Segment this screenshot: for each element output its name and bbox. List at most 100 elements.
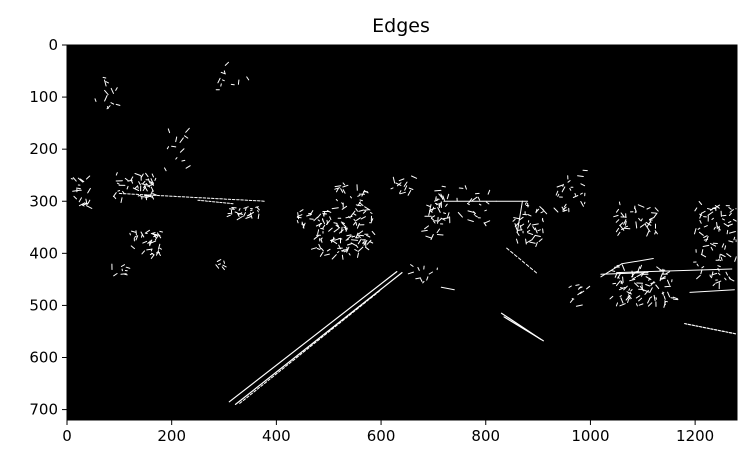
edge-segment bbox=[345, 215, 353, 219]
edge-segment bbox=[553, 207, 559, 213]
edge-segment bbox=[94, 98, 97, 102]
edge-segment bbox=[260, 384, 264, 387]
edge-segment bbox=[527, 229, 531, 233]
edge-segment bbox=[134, 235, 137, 238]
edge-segment bbox=[525, 263, 530, 267]
edge-segment bbox=[725, 331, 729, 333]
edge-segment bbox=[408, 187, 414, 190]
edge-segment bbox=[220, 71, 226, 75]
edge-segment bbox=[430, 234, 434, 240]
edge-segment bbox=[366, 234, 371, 238]
edge-segment bbox=[370, 212, 373, 214]
edge-segment bbox=[724, 245, 727, 250]
edge-segment bbox=[329, 216, 332, 221]
edge-segment bbox=[159, 247, 162, 250]
edge-segment bbox=[306, 347, 310, 350]
edge-segment bbox=[362, 241, 365, 244]
edge-segment bbox=[506, 247, 510, 251]
edge-segment bbox=[242, 398, 246, 401]
edge-segment bbox=[619, 222, 624, 227]
edge-segment bbox=[334, 187, 341, 190]
edge-segment bbox=[622, 276, 624, 283]
edge-segment bbox=[649, 219, 652, 223]
edge-segment bbox=[700, 269, 703, 275]
edge-segment bbox=[164, 167, 167, 172]
edge-segment bbox=[616, 208, 619, 213]
edge-segment bbox=[110, 87, 114, 94]
edge-segment bbox=[634, 207, 637, 213]
edge-segment bbox=[729, 209, 734, 213]
edge-segment bbox=[665, 271, 671, 275]
edge-segment bbox=[702, 244, 710, 247]
edge-segment bbox=[580, 201, 584, 207]
edge-segment bbox=[243, 212, 246, 217]
edge-segment bbox=[296, 220, 299, 224]
edge-segment bbox=[712, 283, 716, 287]
edge-segment bbox=[616, 264, 619, 267]
edge-segment bbox=[130, 179, 134, 184]
edge-segment bbox=[441, 185, 446, 188]
edge-segment bbox=[712, 207, 717, 210]
edge-segment bbox=[140, 173, 144, 178]
edge-segment bbox=[435, 196, 437, 200]
edge-segment bbox=[694, 207, 698, 212]
edge-segment bbox=[85, 198, 88, 205]
edge-segment bbox=[719, 253, 721, 259]
edge-segment bbox=[159, 230, 163, 233]
edge-segment bbox=[324, 253, 330, 256]
edge-segment bbox=[271, 375, 275, 379]
edge-segment bbox=[320, 335, 324, 339]
edge-segment bbox=[154, 233, 161, 236]
edge-segment bbox=[531, 234, 536, 241]
edge-segment bbox=[364, 206, 371, 211]
edge-segment bbox=[538, 238, 543, 242]
edge-segment bbox=[72, 177, 77, 182]
x-tick-label: 1200 bbox=[676, 427, 714, 445]
edge-segment bbox=[349, 196, 352, 199]
edge-segment bbox=[541, 218, 544, 223]
edge-segment bbox=[527, 223, 531, 229]
edge-segment bbox=[464, 185, 467, 190]
edge-segment bbox=[322, 214, 325, 217]
edge-segment bbox=[514, 254, 518, 258]
edge-segment bbox=[151, 195, 154, 200]
edge-segment bbox=[575, 304, 583, 307]
edge-segment bbox=[357, 246, 364, 252]
edge-segment bbox=[529, 267, 534, 271]
edge-segment bbox=[117, 190, 121, 192]
edge-segment bbox=[355, 217, 361, 221]
edge-segment bbox=[86, 205, 93, 209]
edge-segment bbox=[185, 165, 191, 169]
edge-segment bbox=[703, 238, 709, 241]
edge-segment bbox=[345, 316, 349, 319]
edge-segment bbox=[341, 248, 348, 252]
edge-segment bbox=[434, 199, 439, 202]
edge-segment bbox=[337, 251, 340, 254]
edge-segment bbox=[334, 324, 338, 328]
edge-segment bbox=[355, 221, 358, 226]
edge-segment bbox=[175, 136, 178, 143]
edge-segment bbox=[343, 249, 348, 253]
edge-segment bbox=[222, 264, 227, 268]
edge-segment bbox=[699, 212, 703, 219]
edge-segment bbox=[512, 218, 516, 222]
edge-segment bbox=[525, 239, 532, 244]
edge-image bbox=[66, 44, 740, 421]
edge-segment bbox=[346, 234, 352, 237]
edge-segment bbox=[222, 79, 225, 82]
edge-segment bbox=[663, 295, 666, 300]
edge-segment bbox=[407, 190, 412, 196]
edge-segment bbox=[327, 330, 331, 333]
edge-segment bbox=[142, 240, 148, 244]
edge-segment bbox=[181, 159, 186, 162]
edge-marks bbox=[70, 61, 740, 405]
edge-segment bbox=[421, 229, 428, 232]
edge-segment bbox=[253, 389, 257, 393]
edge-segment bbox=[150, 254, 155, 259]
edge-segment bbox=[228, 271, 398, 403]
edge-segment bbox=[735, 239, 740, 245]
edge-segment bbox=[149, 240, 151, 245]
edge-segment bbox=[256, 386, 260, 390]
edge-segment bbox=[569, 188, 572, 191]
edge-segment bbox=[236, 212, 240, 217]
